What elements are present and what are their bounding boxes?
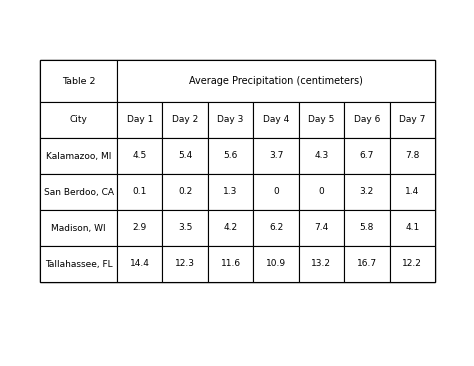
Bar [208,174,253,210]
Bar [253,102,299,138]
Bar [208,102,253,138]
Bar [299,246,344,282]
Bar [40,174,117,210]
Text: Madison, WI: Madison, WI [51,224,106,232]
Bar [344,102,390,138]
Text: 6.2: 6.2 [269,224,283,232]
Bar [40,102,117,138]
Text: 1.3: 1.3 [223,187,238,197]
Bar [390,246,435,282]
Text: 3.2: 3.2 [360,187,374,197]
Text: 5.4: 5.4 [178,152,192,161]
Text: 4.2: 4.2 [224,224,237,232]
Text: 0.1: 0.1 [133,187,147,197]
Text: 3.5: 3.5 [178,224,192,232]
Bar [390,138,435,174]
Text: Day 5: Day 5 [308,116,335,124]
Bar [299,138,344,174]
Text: City: City [70,116,87,124]
Text: 12.2: 12.2 [402,259,422,269]
Text: 11.6: 11.6 [220,259,241,269]
Text: Day 2: Day 2 [172,116,198,124]
Text: 6.7: 6.7 [360,152,374,161]
Bar [344,210,390,246]
Bar [208,210,253,246]
Bar [163,246,208,282]
Text: 0.2: 0.2 [178,187,192,197]
Bar [208,246,253,282]
Text: 5.8: 5.8 [360,224,374,232]
Bar [163,210,208,246]
Bar [40,210,117,246]
Text: 7.8: 7.8 [405,152,419,161]
Bar [117,174,163,210]
Bar [163,138,208,174]
Text: Day 1: Day 1 [127,116,153,124]
Bar [117,246,163,282]
Text: 0: 0 [319,187,324,197]
Bar [344,174,390,210]
Bar [390,210,435,246]
Text: 4.3: 4.3 [314,152,328,161]
Bar [208,138,253,174]
Text: 13.2: 13.2 [311,259,331,269]
Text: 7.4: 7.4 [314,224,328,232]
Text: San Berdoo, CA: San Berdoo, CA [44,187,113,197]
Bar [163,102,208,138]
Text: Tallahassee, FL: Tallahassee, FL [45,259,112,269]
Text: 16.7: 16.7 [357,259,377,269]
Text: 4.1: 4.1 [405,224,419,232]
Text: Day 3: Day 3 [218,116,244,124]
Bar [40,246,117,282]
Text: 0: 0 [273,187,279,197]
Text: 10.9: 10.9 [266,259,286,269]
Bar [344,246,390,282]
Bar [117,102,163,138]
Text: 12.3: 12.3 [175,259,195,269]
Bar [117,210,163,246]
Bar [117,138,163,174]
Text: 14.4: 14.4 [130,259,150,269]
Text: Kalamazoo, MI: Kalamazoo, MI [46,152,111,161]
Bar [40,60,435,282]
Bar [390,174,435,210]
Bar [253,138,299,174]
Bar [253,246,299,282]
Text: 3.7: 3.7 [269,152,283,161]
Bar [117,60,435,102]
Text: 5.6: 5.6 [223,152,238,161]
Text: 1.4: 1.4 [405,187,419,197]
Bar [390,102,435,138]
Bar [299,210,344,246]
Bar [344,138,390,174]
Bar [163,174,208,210]
Bar [40,138,117,174]
Text: Day 4: Day 4 [263,116,289,124]
Text: 2.9: 2.9 [133,224,147,232]
Text: 4.5: 4.5 [133,152,147,161]
Bar [299,174,344,210]
Text: Table 2: Table 2 [62,76,95,86]
Text: Average Precipitation (centimeters): Average Precipitation (centimeters) [189,76,363,86]
Bar [40,60,117,102]
Bar [299,102,344,138]
Bar [253,174,299,210]
Text: Day 6: Day 6 [354,116,380,124]
Text: Day 7: Day 7 [399,116,426,124]
Bar [253,210,299,246]
